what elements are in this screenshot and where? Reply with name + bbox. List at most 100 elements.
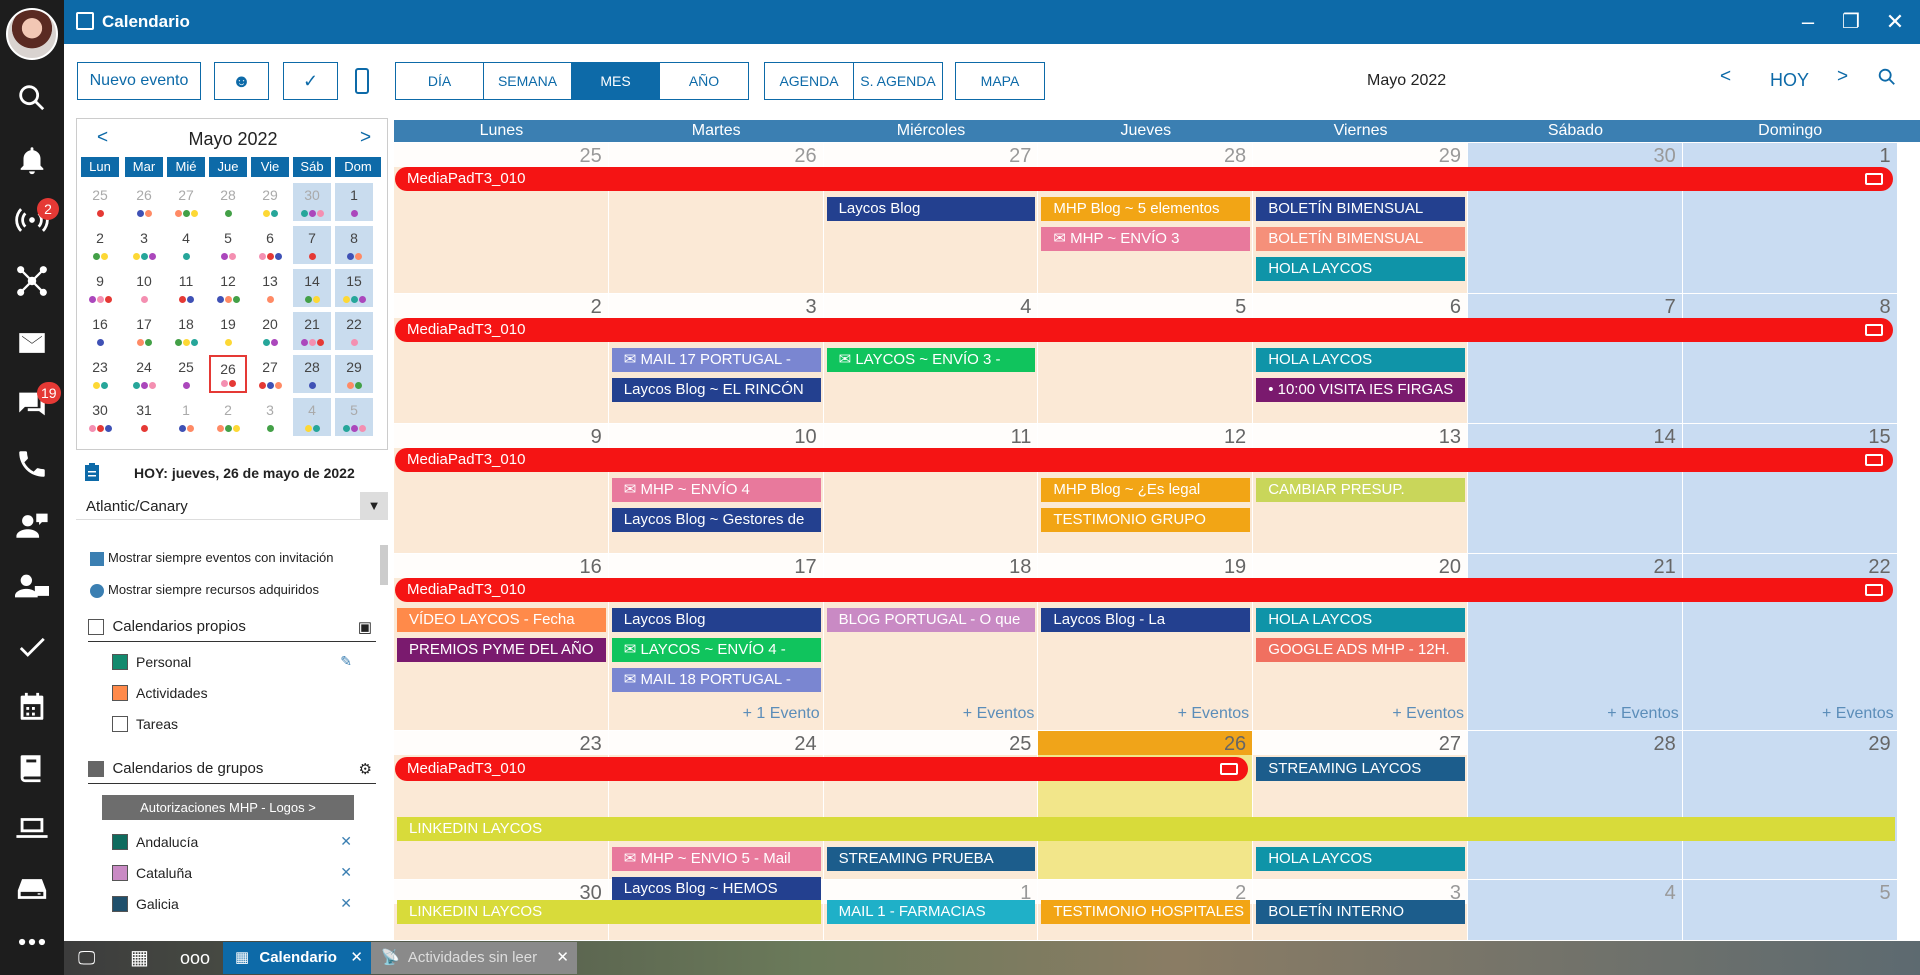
more-events-link[interactable]: + Eventos — [1177, 705, 1250, 722]
more-icon[interactable]: ooo — [180, 948, 211, 968]
allday-event[interactable]: MediaPadT3_010 — [395, 578, 1893, 602]
mini-day[interactable]: 25 — [81, 183, 119, 221]
mini-day[interactable]: 6 — [251, 226, 289, 264]
calendar-event[interactable]: LINKEDIN LAYCOS — [397, 817, 1895, 841]
more-events-link[interactable]: + Eventos — [1392, 705, 1464, 722]
mini-day[interactable]: 30 — [81, 398, 119, 436]
support-agent-icon[interactable] — [0, 505, 64, 545]
mini-day[interactable]: 28 — [209, 183, 247, 221]
mini-prev-button[interactable]: < — [97, 127, 109, 148]
view-day-button[interactable]: DÍA — [395, 62, 484, 100]
mini-next-button[interactable]: > — [360, 127, 372, 148]
check-icon[interactable] — [0, 627, 64, 667]
mini-day[interactable]: 2 — [81, 226, 119, 264]
calendar-event[interactable]: ✉ LAYCOS ~ ENVÍO 3 - — [826, 348, 1036, 372]
calendar-day-cell[interactable]: 11 — [823, 424, 1038, 553]
mail-icon[interactable] — [0, 323, 64, 363]
calendar-list-item[interactable]: Cataluña ✕ — [112, 864, 356, 884]
mini-day[interactable]: 12 — [209, 269, 247, 307]
mini-day[interactable]: 26 — [125, 183, 163, 221]
new-event-button[interactable]: Nuevo evento — [77, 62, 201, 100]
calendar-event[interactable]: BLOG PORTUGAL - O que — [826, 608, 1036, 632]
calendar-event[interactable]: CAMBIAR PRESUP. — [1256, 478, 1465, 502]
calendar-day-cell[interactable]: 29 — [1682, 731, 1897, 879]
mini-day[interactable]: 20 — [251, 312, 289, 350]
tasks-button[interactable]: ✓ — [283, 62, 338, 100]
book-icon[interactable] — [0, 748, 64, 788]
mini-day[interactable]: 27 — [251, 355, 289, 393]
calendar-day-cell[interactable]: 5 — [1682, 880, 1897, 940]
calendar-list-item[interactable]: Actividades — [112, 684, 356, 704]
bell-icon[interactable] — [0, 140, 64, 180]
restore-icon[interactable]: ❐ — [1842, 11, 1860, 33]
allday-event[interactable]: MediaPadT3_010 — [395, 757, 1249, 781]
more-events-link[interactable]: + Eventos — [962, 705, 1035, 722]
calendar-day-cell[interactable]: 26 — [1038, 731, 1253, 879]
calendar-event[interactable]: HOLA LAYCOS — [1256, 348, 1465, 372]
calendar-day-cell[interactable]: 30 — [1468, 143, 1682, 293]
calendar-event[interactable]: ✉ MAIL 17 PORTUGAL - — [611, 348, 821, 372]
resources-button[interactable]: ☻ — [214, 62, 269, 100]
calendar-day-cell[interactable]: 8 — [1682, 294, 1897, 423]
scrollbar[interactable] — [380, 545, 388, 585]
calendar-day-cell[interactable]: 4 — [1468, 880, 1682, 940]
show-invites-option[interactable]: Mostrar siempre eventos con invitación — [90, 550, 333, 566]
calendar-event[interactable]: TESTIMONIO HOSPITALES — [1041, 900, 1251, 924]
calendar-event[interactable]: ✉ MHP ~ ENVIO 5 - Mail — [611, 847, 821, 871]
mini-day[interactable]: 1 — [335, 183, 373, 221]
calendar-list-item[interactable]: Personal ✎ — [112, 653, 356, 673]
allday-event[interactable]: MediaPadT3_010 — [395, 318, 1893, 342]
chat-icon[interactable]: 19 — [0, 382, 64, 424]
mini-day[interactable]: 1 — [167, 398, 205, 436]
view-month-button[interactable]: MES — [571, 62, 660, 100]
grid-icon[interactable]: ▦ — [130, 947, 149, 969]
calendar-event[interactable]: LINKEDIN LAYCOS — [397, 900, 821, 924]
calendar-event[interactable]: STREAMING PRUEBA — [826, 847, 1036, 871]
calendar-event[interactable]: STREAMING LAYCOS — [1256, 757, 1465, 781]
timezone-select[interactable]: Atlantic/Canary ▼ — [76, 492, 388, 520]
search-icon[interactable] — [1876, 66, 1898, 94]
calendar-event[interactable]: TESTIMONIO GRUPO — [1041, 508, 1251, 532]
mini-day[interactable]: 9 — [81, 269, 119, 307]
mini-day[interactable]: 15 — [335, 269, 373, 307]
calendar-event[interactable]: HOLA LAYCOS — [1256, 847, 1465, 871]
mini-day[interactable]: 27 — [167, 183, 205, 221]
close-icon[interactable]: ✕ — [1885, 9, 1905, 34]
calendar-day-cell[interactable]: 26 — [608, 143, 823, 293]
calendar-event[interactable]: ✉ LAYCOS ~ ENVÍO 4 - — [611, 638, 821, 662]
remove-icon[interactable]: ✕ — [340, 833, 352, 849]
network-icon[interactable] — [0, 261, 64, 301]
mini-day[interactable]: 3 — [125, 226, 163, 264]
search-icon[interactable] — [0, 78, 64, 118]
shared-agenda-button[interactable]: S. AGENDA — [853, 62, 943, 100]
calendar-event[interactable]: ✉ MAIL 18 PORTUGAL - — [611, 668, 821, 692]
mini-day[interactable]: 8 — [335, 226, 373, 264]
group-calendars-checkbox[interactable] — [88, 760, 104, 777]
calendar-day-cell[interactable]: 5 — [1038, 294, 1253, 423]
group-calendars-header[interactable]: Calendarios de grupos ⚙ — [88, 760, 376, 784]
mini-day[interactable]: 7 — [293, 226, 331, 264]
mini-day[interactable]: 11 — [167, 269, 205, 307]
view-week-button[interactable]: SEMANA — [483, 62, 572, 100]
mini-day[interactable]: 5 — [209, 226, 247, 264]
tab-calendario[interactable]: ▦ Calendario ✕ — [223, 942, 371, 974]
mini-day[interactable]: 23 — [81, 355, 119, 393]
pencil-icon[interactable]: ✎ — [340, 653, 352, 669]
calendar-event[interactable]: GOOGLE ADS MHP - 12H. — [1256, 638, 1465, 662]
calendar-event[interactable]: MHP Blog ~ 5 elementos — [1041, 197, 1251, 221]
phone-icon[interactable] — [0, 444, 64, 484]
calendar-day-cell[interactable]: 28 — [1468, 731, 1682, 879]
today-button[interactable]: HOY — [1770, 70, 1810, 90]
mini-day[interactable]: 29 — [251, 183, 289, 221]
calendar-list-item[interactable]: Tareas — [112, 715, 356, 735]
more-events-link[interactable]: + Eventos — [1607, 705, 1679, 722]
view-year-button[interactable]: AÑO — [659, 62, 749, 100]
mini-day[interactable]: 21 — [293, 312, 331, 350]
prev-month-button[interactable]: < — [1720, 66, 1732, 87]
own-calendars-header[interactable]: Calendarios propios ▣ — [88, 618, 376, 642]
close-icon[interactable]: ✕ — [350, 949, 363, 966]
calendar-event[interactable]: Laycos Blog - La — [1041, 608, 1251, 632]
calendar-day-cell[interactable]: 25 — [394, 143, 608, 293]
laptop-icon[interactable] — [0, 808, 64, 848]
calendar-event[interactable]: • 10:00 VISITA IES FIRGAS — [1256, 378, 1465, 402]
